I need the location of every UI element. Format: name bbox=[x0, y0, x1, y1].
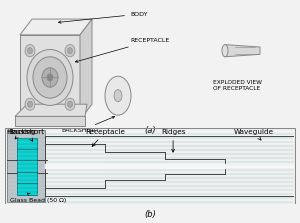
Text: Glass Bead (50 Ω): Glass Bead (50 Ω) bbox=[10, 193, 66, 203]
Text: Waveguide: Waveguide bbox=[233, 129, 273, 140]
Polygon shape bbox=[20, 35, 80, 120]
Text: RECEPTACLE: RECEPTACLE bbox=[75, 38, 169, 62]
Circle shape bbox=[28, 101, 32, 107]
Circle shape bbox=[33, 57, 67, 98]
Circle shape bbox=[28, 48, 32, 54]
Polygon shape bbox=[80, 19, 92, 120]
Circle shape bbox=[68, 101, 73, 107]
Text: EXPLODED VIEW
OF RECEPTACLE: EXPLODED VIEW OF RECEPTACLE bbox=[213, 80, 261, 91]
Circle shape bbox=[25, 45, 35, 57]
Ellipse shape bbox=[114, 90, 122, 102]
Text: Housing: Housing bbox=[7, 129, 36, 139]
Bar bbox=[7, 130, 45, 202]
Text: (b): (b) bbox=[144, 210, 156, 219]
Ellipse shape bbox=[222, 45, 228, 57]
Polygon shape bbox=[15, 116, 85, 126]
Text: Backshort: Backshort bbox=[8, 129, 45, 141]
Text: BODY: BODY bbox=[58, 12, 148, 23]
Circle shape bbox=[42, 68, 58, 87]
Circle shape bbox=[47, 74, 53, 81]
Text: (a): (a) bbox=[144, 126, 156, 135]
Text: BACKSHORT: BACKSHORT bbox=[61, 116, 115, 133]
Circle shape bbox=[25, 98, 35, 110]
Ellipse shape bbox=[105, 76, 131, 115]
Polygon shape bbox=[15, 104, 87, 116]
Text: Ridges: Ridges bbox=[161, 129, 185, 152]
Bar bbox=[16, 138, 37, 194]
Circle shape bbox=[68, 48, 73, 54]
Polygon shape bbox=[20, 19, 92, 35]
Circle shape bbox=[65, 98, 75, 110]
Circle shape bbox=[65, 45, 75, 57]
Circle shape bbox=[27, 50, 73, 105]
Text: Receptacle: Receptacle bbox=[85, 129, 125, 146]
Polygon shape bbox=[225, 45, 260, 57]
